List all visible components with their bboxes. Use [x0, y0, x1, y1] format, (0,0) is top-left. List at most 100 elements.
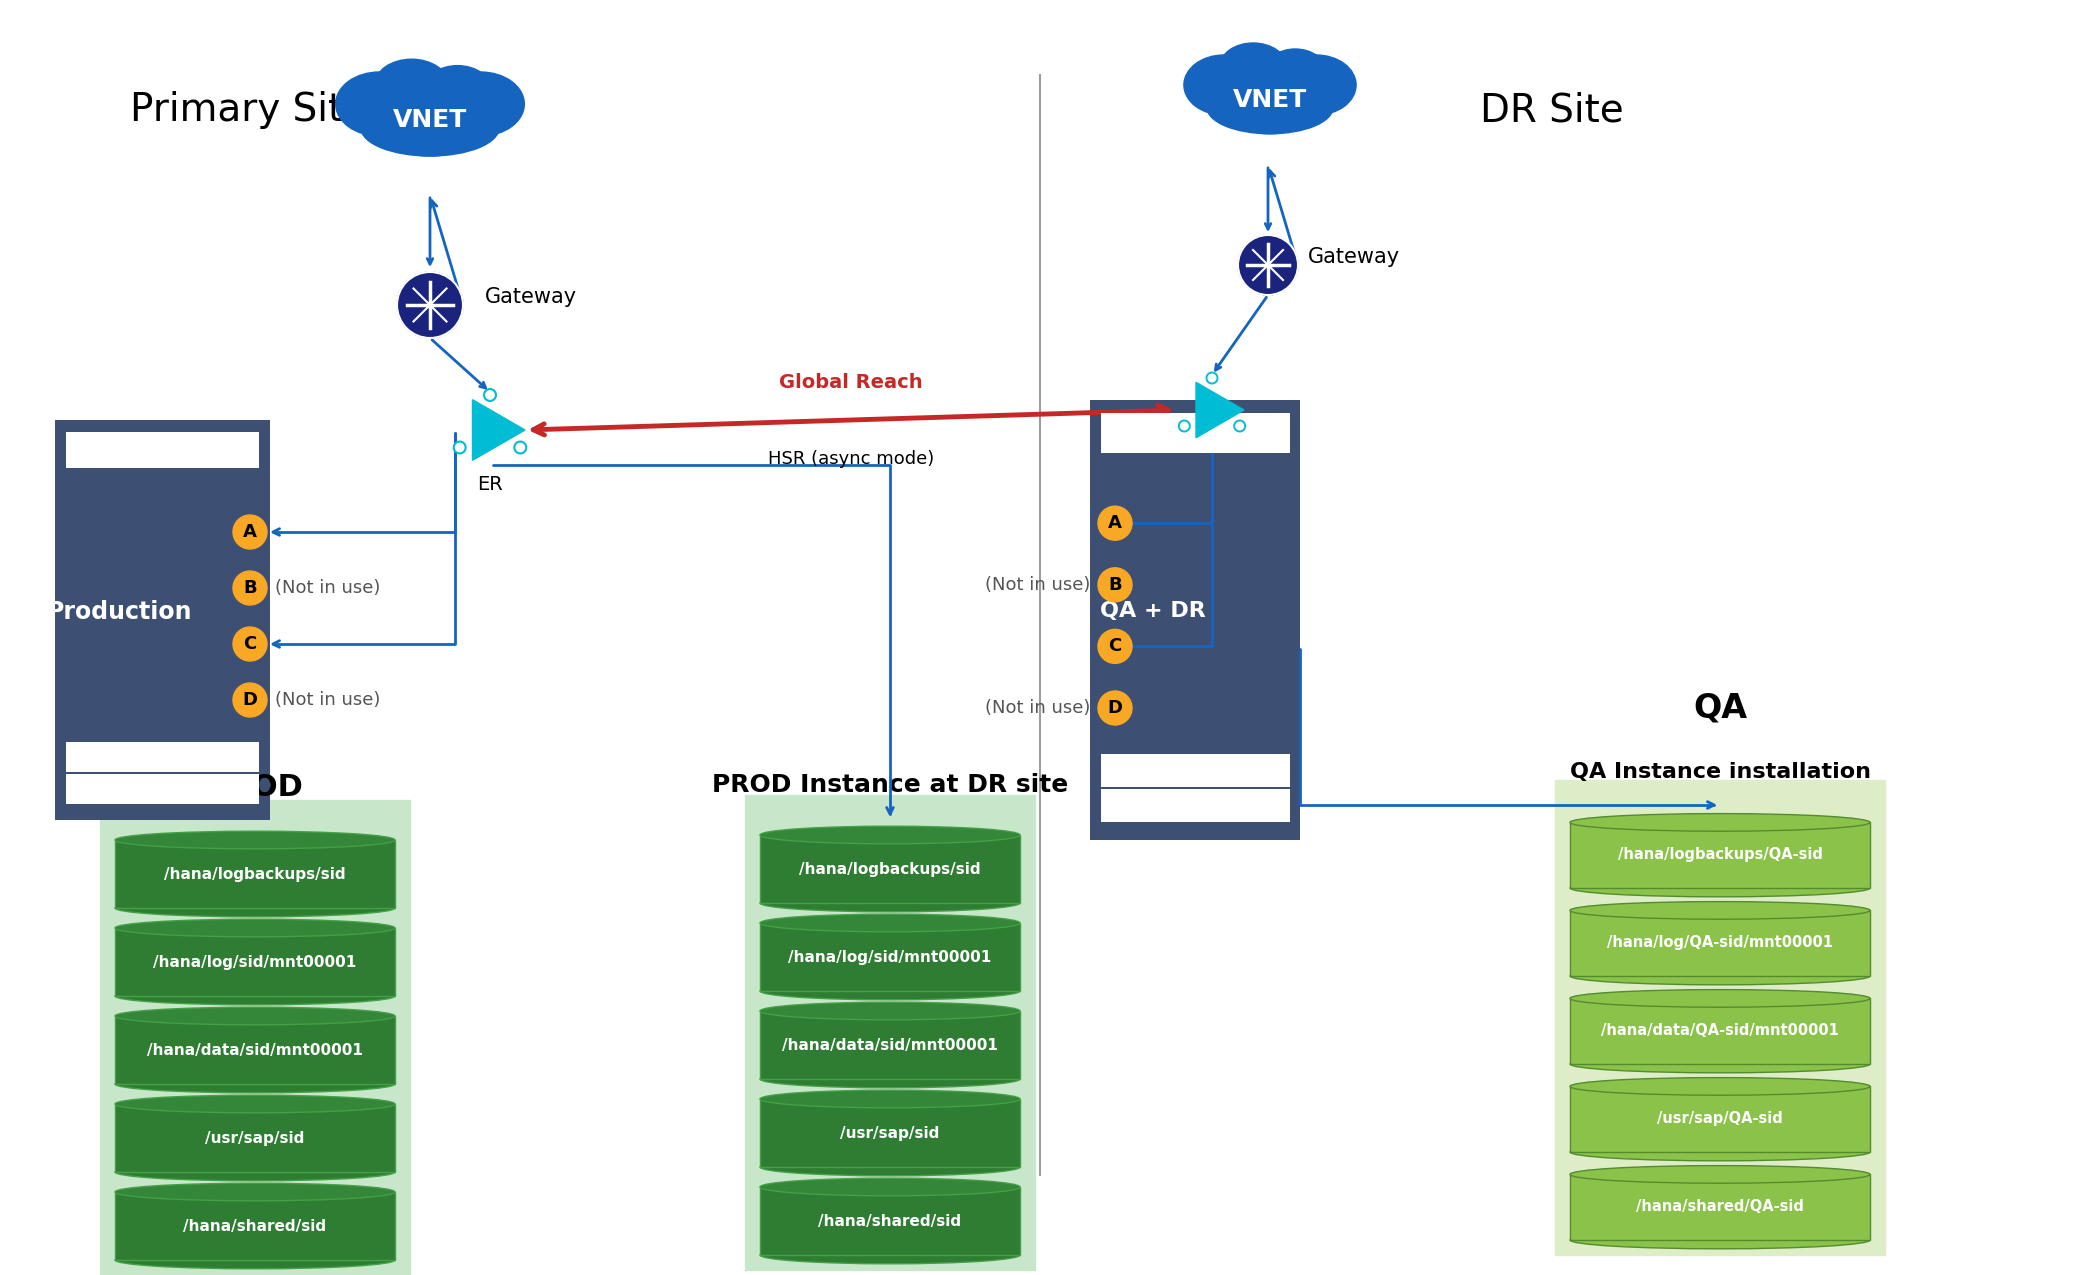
Text: /hana/shared/sid: /hana/shared/sid: [184, 1219, 328, 1234]
Ellipse shape: [1571, 880, 1869, 896]
Text: D: D: [1108, 699, 1122, 717]
Ellipse shape: [1212, 51, 1329, 134]
Ellipse shape: [1277, 55, 1356, 115]
Ellipse shape: [361, 99, 499, 156]
Circle shape: [515, 444, 524, 451]
FancyBboxPatch shape: [115, 928, 394, 996]
FancyBboxPatch shape: [1571, 1174, 1869, 1241]
Circle shape: [486, 391, 494, 399]
Text: ER: ER: [478, 476, 503, 495]
Ellipse shape: [759, 1090, 1020, 1108]
Text: C: C: [244, 635, 257, 653]
Ellipse shape: [115, 1007, 394, 1025]
Text: Global Reach: Global Reach: [780, 374, 922, 391]
Ellipse shape: [1571, 989, 1869, 1007]
Ellipse shape: [117, 1183, 392, 1200]
Ellipse shape: [117, 919, 392, 936]
Circle shape: [1235, 422, 1243, 430]
Ellipse shape: [1571, 1056, 1869, 1072]
Ellipse shape: [367, 68, 492, 156]
FancyBboxPatch shape: [1571, 822, 1869, 887]
Text: VNET: VNET: [1233, 88, 1308, 112]
Text: /hana/data/sid/mnt00001: /hana/data/sid/mnt00001: [146, 1043, 363, 1058]
Text: ER: ER: [1199, 449, 1224, 468]
Circle shape: [1097, 630, 1133, 663]
Ellipse shape: [1571, 901, 1869, 919]
Ellipse shape: [759, 982, 1020, 1000]
Text: /hana/data/QA-sid/mnt00001: /hana/data/QA-sid/mnt00001: [1602, 1023, 1840, 1038]
Text: /usr/sap/sid: /usr/sap/sid: [841, 1126, 939, 1141]
Ellipse shape: [117, 831, 392, 848]
Text: PROD: PROD: [207, 773, 302, 802]
Ellipse shape: [759, 1178, 1020, 1196]
Circle shape: [234, 571, 267, 606]
Ellipse shape: [759, 1158, 1020, 1176]
Circle shape: [1181, 422, 1189, 430]
Ellipse shape: [117, 1095, 392, 1112]
Text: (Not in use): (Not in use): [275, 691, 380, 709]
Ellipse shape: [1264, 48, 1327, 97]
Text: (Not in use): (Not in use): [985, 576, 1091, 594]
Ellipse shape: [115, 831, 394, 849]
FancyBboxPatch shape: [1101, 789, 1289, 822]
Ellipse shape: [1571, 1144, 1869, 1160]
Ellipse shape: [763, 1002, 1018, 1020]
FancyBboxPatch shape: [759, 835, 1020, 903]
Ellipse shape: [115, 987, 394, 1005]
FancyBboxPatch shape: [115, 1192, 394, 1260]
FancyBboxPatch shape: [115, 840, 394, 908]
Ellipse shape: [115, 1183, 394, 1201]
Circle shape: [396, 272, 463, 338]
Circle shape: [1097, 691, 1133, 725]
Circle shape: [1179, 421, 1189, 432]
Ellipse shape: [1208, 82, 1333, 134]
Ellipse shape: [759, 894, 1020, 912]
Ellipse shape: [759, 1246, 1020, 1264]
Ellipse shape: [115, 1075, 394, 1093]
FancyBboxPatch shape: [745, 796, 1035, 1270]
Ellipse shape: [759, 914, 1020, 932]
Ellipse shape: [763, 1178, 1018, 1196]
Text: /hana/shared/QA-sid: /hana/shared/QA-sid: [1635, 1198, 1804, 1214]
Ellipse shape: [759, 1002, 1020, 1020]
FancyBboxPatch shape: [1101, 755, 1289, 787]
Text: /hana/shared/sid: /hana/shared/sid: [818, 1214, 962, 1229]
Ellipse shape: [115, 1163, 394, 1181]
Text: /usr/sap/sid: /usr/sap/sid: [204, 1131, 305, 1146]
Circle shape: [1097, 567, 1133, 602]
Text: /hana/data/sid/mnt00001: /hana/data/sid/mnt00001: [782, 1038, 997, 1053]
FancyBboxPatch shape: [54, 419, 269, 820]
Text: Gateway: Gateway: [1308, 247, 1400, 266]
Ellipse shape: [1220, 43, 1287, 91]
FancyBboxPatch shape: [1554, 780, 1886, 1255]
Ellipse shape: [115, 1251, 394, 1269]
Text: D: D: [242, 691, 257, 709]
Circle shape: [453, 441, 465, 454]
FancyBboxPatch shape: [1571, 1086, 1869, 1153]
FancyBboxPatch shape: [1091, 400, 1300, 840]
Circle shape: [234, 515, 267, 550]
Circle shape: [234, 683, 267, 717]
Text: Gateway: Gateway: [486, 287, 578, 307]
Circle shape: [1206, 372, 1218, 384]
Text: QA Instance installation: QA Instance installation: [1569, 762, 1871, 782]
Ellipse shape: [436, 71, 524, 136]
FancyBboxPatch shape: [67, 742, 259, 771]
FancyBboxPatch shape: [1571, 910, 1869, 975]
Text: /hana/log/QA-sid/mnt00001: /hana/log/QA-sid/mnt00001: [1606, 935, 1834, 950]
Ellipse shape: [423, 65, 492, 117]
Text: (Not in use): (Not in use): [275, 579, 380, 597]
FancyBboxPatch shape: [759, 1011, 1020, 1079]
Ellipse shape: [1185, 55, 1264, 115]
Ellipse shape: [763, 914, 1018, 932]
Ellipse shape: [115, 919, 394, 937]
Circle shape: [455, 444, 463, 451]
Text: Production: Production: [46, 601, 192, 623]
Ellipse shape: [1571, 813, 1869, 831]
Ellipse shape: [1571, 1077, 1869, 1095]
Text: HSR (async mode): HSR (async mode): [768, 450, 935, 468]
Ellipse shape: [115, 899, 394, 917]
Circle shape: [513, 441, 526, 454]
Ellipse shape: [1571, 1165, 1869, 1183]
Text: A: A: [244, 523, 257, 541]
